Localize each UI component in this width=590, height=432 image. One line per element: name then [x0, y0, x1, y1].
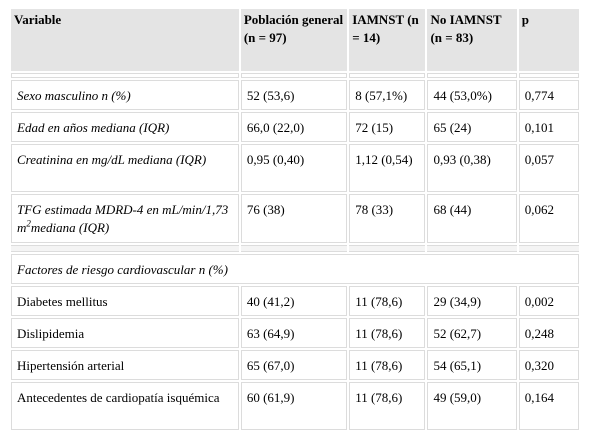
variable-text: TFG estimada MDRD-4 en mL/min/1,73 m: [17, 202, 229, 235]
cell-variable: Diabetes mellitus: [11, 286, 239, 316]
cell-general: 66,0 (22,0): [240, 112, 348, 142]
cell-p: 0,248: [518, 318, 579, 348]
cell-p: 0,002: [518, 286, 579, 316]
header-no-iamnst: No IAMNST (n = 83): [427, 9, 517, 71]
cell-variable: Edad en años mediana (IQR): [11, 112, 239, 142]
cell-no-iamnst: 68 (44): [427, 194, 517, 243]
section-title: Factores de riesgo cardiovascular n (%): [11, 254, 579, 284]
header-p: p: [518, 9, 579, 71]
cell-iamnst: 11 (78,6): [349, 286, 426, 316]
table-row: Creatinina en mg/dL mediana (IQR) 0,95 (…: [11, 144, 579, 192]
cell-no-iamnst: 65 (24): [427, 112, 517, 142]
superscript: 2: [26, 218, 31, 229]
table-row: Diabetes mellitus 40 (41,2) 11 (78,6) 29…: [11, 286, 579, 316]
cell-p: 0,062: [518, 194, 579, 243]
header-general: Población general (n = 97): [240, 9, 348, 71]
cell-variable: TFG estimada MDRD-4 en mL/min/1,73 m2med…: [11, 194, 239, 243]
cell-iamnst: 1,12 (0,54): [349, 144, 426, 192]
cell-variable: Antecedentes de cardiopatía isquémica: [11, 382, 239, 430]
header-iamnst: IAMNST (n = 14): [349, 9, 426, 71]
table-row: Hipertensión arterial 65 (67,0) 11 (78,6…: [11, 350, 579, 380]
cell-iamnst: 11 (78,6): [349, 318, 426, 348]
header-divider: [11, 73, 579, 78]
header-variable: Variable: [11, 9, 239, 71]
cell-variable: Dislipidemia: [11, 318, 239, 348]
section-gap: [11, 245, 579, 252]
cell-p: 0,320: [518, 350, 579, 380]
cell-p: 0,057: [518, 144, 579, 192]
table-header-row: Variable Población general (n = 97) IAMN…: [11, 9, 579, 71]
cell-iamnst: 11 (78,6): [349, 350, 426, 380]
table-row: TFG estimada MDRD-4 en mL/min/1,73 m2med…: [11, 194, 579, 243]
variable-text-suffix: mediana (IQR): [30, 220, 110, 235]
cell-general: 63 (64,9): [240, 318, 348, 348]
table-row: Sexo masculino n (%) 52 (53,6) 8 (57,1%)…: [11, 80, 579, 110]
cell-iamnst: 8 (57,1%): [349, 80, 426, 110]
cell-p: 0,164: [518, 382, 579, 430]
table-row: Antecedentes de cardiopatía isquémica 60…: [11, 382, 579, 430]
data-table: Variable Población general (n = 97) IAMN…: [9, 7, 581, 432]
cell-iamnst: 78 (33): [349, 194, 426, 243]
cell-variable: Creatinina en mg/dL mediana (IQR): [11, 144, 239, 192]
cell-p: 0,774: [518, 80, 579, 110]
cell-general: 0,95 (0,40): [240, 144, 348, 192]
section-heading-row: Factores de riesgo cardiovascular n (%): [11, 254, 579, 284]
cell-no-iamnst: 49 (59,0): [427, 382, 517, 430]
table-row: Edad en años mediana (IQR) 66,0 (22,0) 7…: [11, 112, 579, 142]
cell-variable: Sexo masculino n (%): [11, 80, 239, 110]
cell-variable: Hipertensión arterial: [11, 350, 239, 380]
cell-no-iamnst: 29 (34,9): [427, 286, 517, 316]
cell-p: 0,101: [518, 112, 579, 142]
cell-general: 60 (61,9): [240, 382, 348, 430]
cell-general: 40 (41,2): [240, 286, 348, 316]
cell-no-iamnst: 54 (65,1): [427, 350, 517, 380]
table-row: Dislipidemia 63 (64,9) 11 (78,6) 52 (62,…: [11, 318, 579, 348]
cell-general: 65 (67,0): [240, 350, 348, 380]
cell-no-iamnst: 52 (62,7): [427, 318, 517, 348]
cell-general: 76 (38): [240, 194, 348, 243]
cell-iamnst: 72 (15): [349, 112, 426, 142]
cell-iamnst: 11 (78,6): [349, 382, 426, 430]
cell-general: 52 (53,6): [240, 80, 348, 110]
cell-no-iamnst: 44 (53,0%): [427, 80, 517, 110]
cell-no-iamnst: 0,93 (0,38): [427, 144, 517, 192]
